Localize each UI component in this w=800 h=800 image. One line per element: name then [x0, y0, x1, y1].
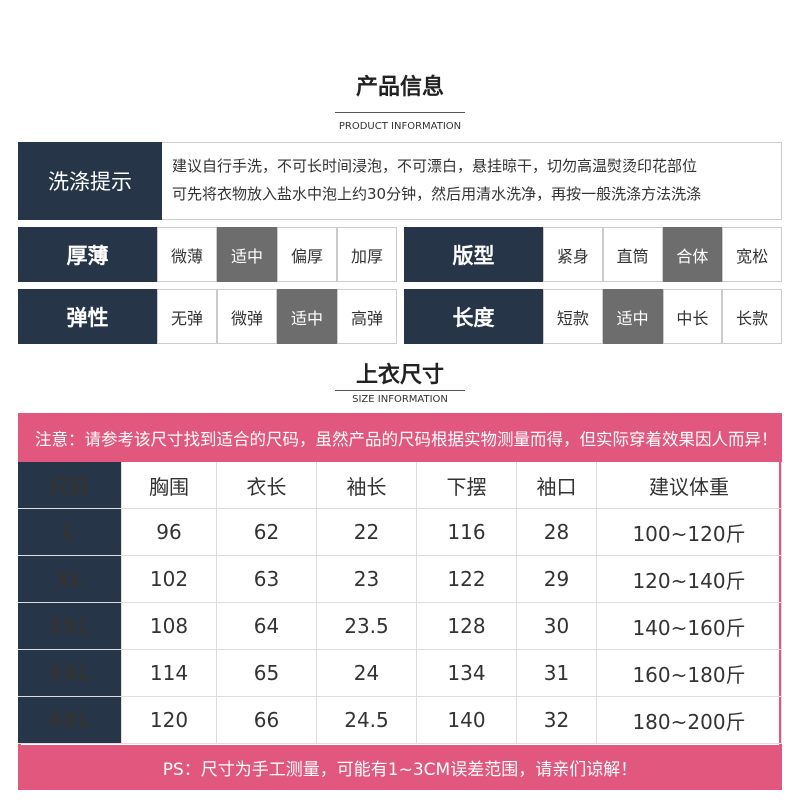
table-cell: 160~180斤	[597, 650, 782, 697]
table-cell: 122	[417, 556, 517, 603]
attribute-option: 中长	[662, 289, 723, 344]
attribute-label: 长度	[404, 289, 543, 344]
table-cell: 3XL	[18, 650, 122, 697]
table-cell: 28	[517, 509, 597, 556]
table-cell: 24	[317, 650, 417, 697]
table-cell: 180~200斤	[597, 697, 782, 744]
table-header: 袖长	[317, 462, 417, 509]
table-cell: 65	[217, 650, 317, 697]
table-cell: 64	[217, 603, 317, 650]
attribute-option: 高弹	[337, 289, 397, 344]
table-cell: 140~160斤	[597, 603, 782, 650]
attribute-label: 厚薄	[18, 227, 157, 282]
attribute-label: 版型	[404, 227, 543, 282]
footer-bar: PS：尺寸为手工测量，可能有1~3CM误差范围，请亲们谅解！	[18, 745, 782, 790]
table-cell: 134	[417, 650, 517, 697]
table-cell: XL	[18, 556, 122, 603]
table-cell: 4XL	[18, 697, 122, 744]
table-cell: 128	[417, 603, 517, 650]
attribute-option: 直筒	[602, 227, 663, 282]
table-cell: 114	[122, 650, 217, 697]
attribute-label: 弹性	[18, 289, 157, 344]
table-cell: L	[18, 509, 122, 556]
table-cell: 23	[317, 556, 417, 603]
table-cell: 66	[217, 697, 317, 744]
washing-label: 洗涤提示	[18, 142, 162, 220]
table-cell: 102	[122, 556, 217, 603]
table-cell: 30	[517, 603, 597, 650]
table-header: 衣长	[217, 462, 317, 509]
attribute-option: 适中	[602, 289, 663, 344]
attribute-option: 加厚	[337, 227, 397, 282]
attribute-option: 微薄	[157, 227, 217, 282]
table-cell: 120	[122, 697, 217, 744]
washing-line: 建议自行手洗，不可长时间浸泡，不可漂白，悬挂晾干，切勿高温熨烫印花部位	[172, 156, 698, 175]
table-cell: 108	[122, 603, 217, 650]
table-header: 尺码	[18, 462, 122, 509]
attribute-option: 偏厚	[277, 227, 337, 282]
divider	[335, 390, 465, 391]
table-cell: 32	[517, 697, 597, 744]
table-cell: 22	[317, 509, 417, 556]
table-cell: 140	[417, 697, 517, 744]
table-header: 下摆	[417, 462, 517, 509]
section-subtitle: SIZE INFORMATION	[352, 393, 448, 405]
section-title: 产品信息	[355, 75, 444, 100]
notice-bar: 注意：请参考该尺寸找到适合的尺码，虽然产品的尺码根据实物测量而得，但实际穿着效果…	[18, 413, 782, 462]
table-cell: 29	[517, 556, 597, 603]
table-cell: 24.5	[317, 697, 417, 744]
attribute-option: 长款	[722, 289, 782, 344]
table-header: 袖口	[517, 462, 597, 509]
table-cell: 63	[217, 556, 317, 603]
table-cell: 2XL	[18, 603, 122, 650]
table-cell: 96	[122, 509, 217, 556]
table-cell: 62	[217, 509, 317, 556]
attribute-option: 无弹	[157, 289, 217, 344]
attribute-option: 适中	[217, 227, 277, 282]
attribute-option: 适中	[277, 289, 337, 344]
divider	[335, 112, 465, 113]
table-header: 胸围	[122, 462, 217, 509]
attribute-option: 短款	[543, 289, 603, 344]
attribute-option: 宽松	[722, 227, 782, 282]
section-title: 上衣尺寸	[355, 363, 444, 388]
table-cell: 116	[417, 509, 517, 556]
table-cell: 31	[517, 650, 597, 697]
section-subtitle: PRODUCT INFORMATION	[338, 120, 462, 132]
washing-line: 可先将衣物放入盐水中泡上约30分钟，然后用清水洗净，再按一般洗涤方法洗涤	[172, 184, 702, 203]
attribute-option: 微弹	[217, 289, 277, 344]
table-cell: 23.5	[317, 603, 417, 650]
table-cell: 120~140斤	[597, 556, 782, 603]
attribute-option: 紧身	[543, 227, 603, 282]
table-header: 建议体重	[597, 462, 782, 509]
table-cell: 100~120斤	[597, 509, 782, 556]
attribute-option: 合体	[662, 227, 723, 282]
